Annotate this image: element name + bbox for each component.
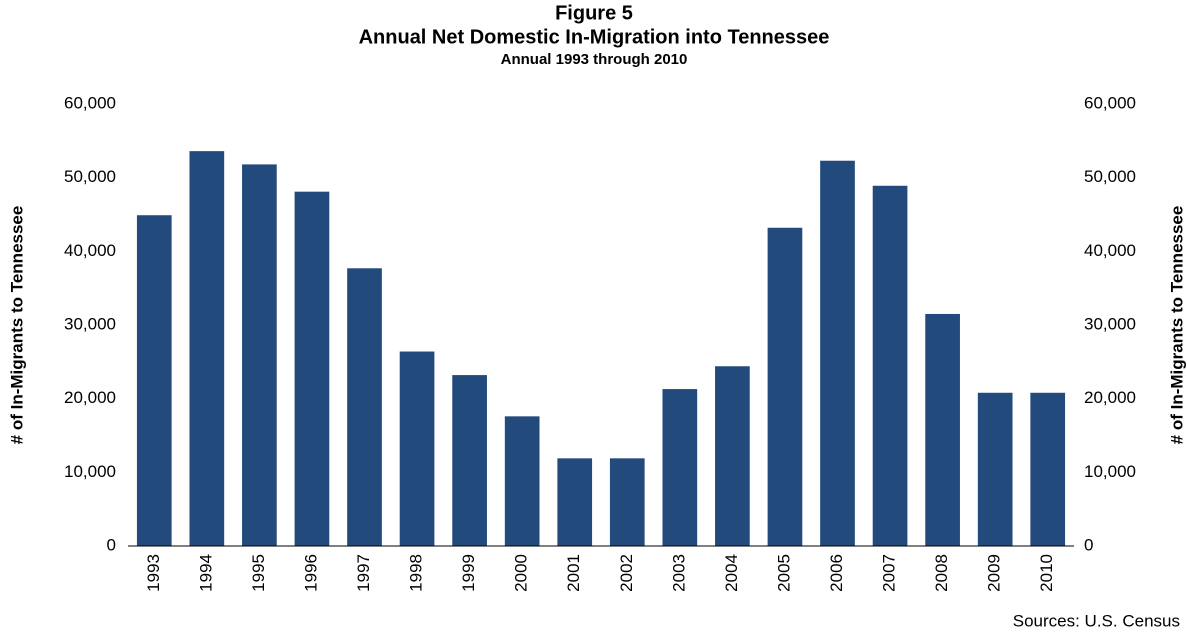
- y-axis-title: # of In-Migrants to Tennessee: [7, 206, 26, 445]
- x-tick-label: 1993: [144, 554, 163, 592]
- chart-subtitle: Annual 1993 through 2010: [501, 51, 688, 68]
- bar: [767, 227, 803, 546]
- y2-tick-label: 50,000: [1084, 167, 1136, 186]
- x-tick-label: 1994: [196, 554, 215, 592]
- x-tick-label: 2002: [617, 554, 636, 592]
- y-tick-label: 20,000: [64, 388, 116, 407]
- bar: [136, 215, 172, 546]
- y2-tick-label: 60,000: [1084, 93, 1136, 112]
- x-tick-label: 2000: [512, 554, 531, 592]
- y2-axis-title: # of In-Migrants to Tennessee: [1167, 206, 1186, 445]
- bar: [347, 268, 382, 546]
- bar: [242, 164, 277, 546]
- y-tick-label: 10,000: [64, 462, 116, 481]
- y2-tick-label: 30,000: [1084, 314, 1136, 333]
- bar: [189, 151, 225, 546]
- bar: [294, 191, 330, 546]
- bar: [977, 392, 1013, 546]
- bar: [715, 366, 750, 546]
- x-tick-label: 2007: [880, 554, 899, 592]
- y-tick-label: 50,000: [64, 167, 116, 186]
- x-tick-label: 2005: [774, 554, 793, 592]
- bar: [662, 389, 698, 546]
- x-tick-label: 2003: [669, 554, 688, 592]
- y2-tick-label: 40,000: [1084, 241, 1136, 260]
- bar: [504, 416, 540, 546]
- bar: [820, 160, 855, 546]
- bar: [557, 458, 593, 546]
- y-tick-label: 40,000: [64, 241, 116, 260]
- x-tick-label: 2001: [564, 554, 583, 592]
- source-note: Sources: U.S. Census: [1013, 611, 1180, 630]
- y2-tick-label: 0: [1084, 535, 1093, 554]
- x-tick-label: 2006: [827, 554, 846, 592]
- x-tick-label: 1997: [354, 554, 373, 592]
- bar: [1030, 392, 1066, 546]
- y2-tick-label: 20,000: [1084, 388, 1136, 407]
- x-tick-label: 2009: [985, 554, 1004, 592]
- x-tick-label: 2008: [932, 554, 951, 592]
- bar: [399, 351, 435, 546]
- chart-title: Figure 5: [555, 2, 633, 24]
- x-tick-label: 2010: [1037, 554, 1056, 592]
- bar: [872, 185, 908, 546]
- x-tick-label: 1999: [459, 554, 478, 592]
- x-tick-label: 1998: [407, 554, 426, 592]
- chart-subtitle: Annual Net Domestic In-Migration into Te…: [359, 26, 830, 48]
- bar: [925, 313, 960, 546]
- bar: [609, 458, 645, 546]
- y-tick-label: 30,000: [64, 314, 116, 333]
- bar: [452, 375, 487, 546]
- y-tick-label: 0: [107, 535, 116, 554]
- x-tick-label: 2004: [722, 554, 741, 592]
- y2-tick-label: 10,000: [1084, 462, 1136, 481]
- x-tick-label: 1996: [301, 554, 320, 592]
- x-tick-label: 1995: [249, 554, 268, 592]
- y-tick-label: 60,000: [64, 93, 116, 112]
